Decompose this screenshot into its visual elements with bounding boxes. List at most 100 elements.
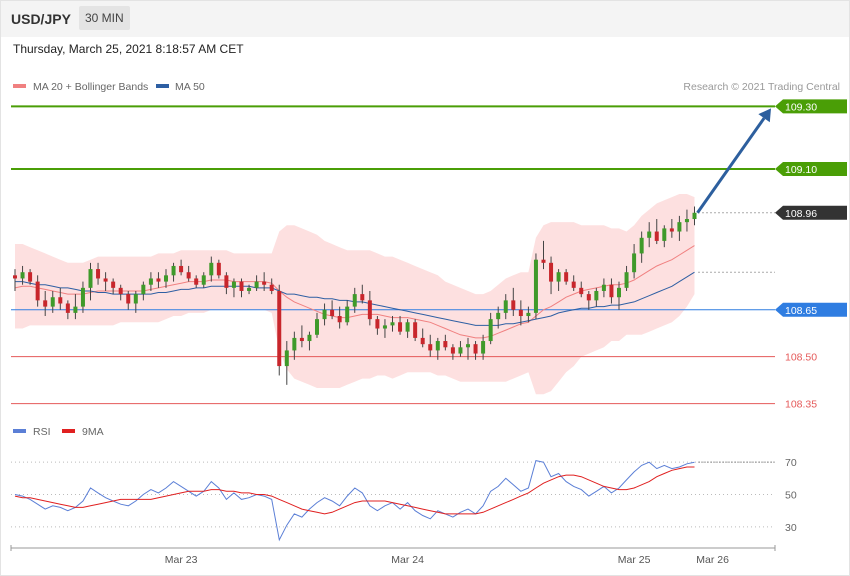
candle-body: [337, 316, 342, 323]
candle-body: [216, 262, 221, 276]
candle-body: [564, 272, 569, 282]
level-label-resistance: 109.10: [785, 164, 817, 176]
candle-body: [20, 272, 25, 279]
candle-body: [239, 281, 244, 291]
candle-body: [277, 290, 282, 367]
candle-body: [677, 222, 682, 232]
candle-body: [511, 300, 516, 310]
candle-body: [209, 262, 214, 276]
candle-body: [481, 341, 486, 354]
level-tag-resistance: [775, 99, 847, 114]
candle-body: [224, 275, 229, 288]
candle-body: [413, 322, 418, 338]
candle-body: [428, 344, 433, 351]
x-axis: Mar 23 Mar 24 Mar 25 Mar 26: [10, 545, 776, 566]
candle-body: [201, 275, 206, 285]
level-label-support: 108.35: [785, 399, 817, 411]
symbol-label: USD/JPY: [11, 11, 71, 27]
candle-body: [148, 278, 153, 285]
rsi-tick-label: 50: [785, 490, 797, 502]
current-price-tag: [775, 205, 847, 220]
candle-body: [111, 281, 116, 288]
x-tick-label: Mar 26: [696, 554, 729, 566]
candle-body: [556, 272, 561, 282]
x-tick-label: Mar 23: [165, 554, 198, 566]
candle-body: [322, 309, 327, 320]
candle-body: [579, 287, 584, 295]
candle-body: [390, 322, 395, 326]
rsi-9ma-line: [14, 466, 695, 515]
candle-body: [171, 265, 176, 276]
candle-body: [443, 341, 448, 348]
target-arrow-head: [758, 108, 771, 123]
candle-body: [269, 284, 274, 291]
current-price-label: 108.96: [785, 208, 817, 220]
legend-9ma-label: 9MA: [82, 426, 104, 438]
x-tick-label: Mar 25: [618, 554, 651, 566]
candle-body: [13, 275, 17, 279]
level-tag-resistance: [775, 161, 847, 176]
candle-body: [435, 341, 440, 351]
candle-body: [231, 281, 236, 288]
candle-body: [35, 281, 40, 301]
candle-body: [254, 281, 259, 288]
legend-ma50-swatch: [156, 84, 169, 88]
header-bar: [1, 1, 849, 37]
rsi-line: [14, 460, 695, 542]
candle-body: [398, 322, 403, 332]
candle-body: [80, 287, 85, 307]
rsi-pane: 70 50 30: [11, 457, 797, 542]
timestamp: Thursday, March 25, 2021 8:18:57 AM CET: [13, 42, 244, 56]
candle-body: [141, 284, 146, 295]
x-tick-label: Mar 24: [391, 554, 424, 566]
candle-body: [594, 290, 599, 301]
candle-body: [601, 284, 606, 291]
price-pane: 109.30 109.10 108.65 108.50 108.35 108.96: [11, 99, 847, 411]
legend-rsi-swatch: [13, 429, 26, 433]
candle-body: [345, 306, 350, 323]
candle-body: [662, 228, 667, 241]
credit-text: Research © 2021 Trading Central: [683, 81, 840, 93]
legend-9ma-swatch: [62, 429, 75, 433]
candle-body: [488, 319, 493, 342]
candle-body: [647, 231, 652, 238]
level-label-resistance: 109.30: [785, 101, 817, 113]
candle-body: [458, 347, 463, 354]
candle-body: [420, 337, 425, 345]
candle-body: [292, 337, 297, 351]
candle-body: [315, 319, 319, 335]
candle-body: [549, 262, 554, 282]
timeframe-button[interactable]: 30 MIN: [79, 6, 130, 30]
level-label-pivot: 108.65: [785, 305, 817, 317]
candle-body: [533, 259, 538, 313]
candle-body: [330, 309, 335, 317]
candle-body: [28, 272, 33, 282]
candle-body: [50, 297, 55, 307]
legend-ma50: MA 50: [156, 81, 205, 93]
candle-body: [164, 275, 168, 282]
candle-body: [360, 294, 365, 301]
candle-body: [88, 269, 93, 288]
candle-body: [382, 325, 387, 329]
candle-body: [96, 269, 101, 279]
candle-body: [466, 344, 470, 348]
candle-body: [247, 287, 252, 291]
legend-9ma: 9MA: [62, 426, 104, 438]
candle-body: [375, 319, 380, 329]
legend-ma20-swatch: [13, 84, 26, 88]
candle-body: [194, 278, 199, 285]
candle-body: [73, 306, 78, 313]
candle-body: [473, 344, 478, 354]
candle-body: [118, 287, 123, 295]
candle-body: [526, 312, 531, 317]
candle-body: [541, 259, 546, 263]
candle-body: [307, 334, 312, 342]
candle-body: [617, 287, 621, 298]
legend-ma50-label: MA 50: [175, 81, 205, 93]
candle-body: [179, 265, 184, 273]
candle-body: [133, 294, 138, 304]
candle-body: [684, 219, 689, 223]
candle-body: [639, 237, 644, 254]
candle-body: [654, 231, 659, 241]
